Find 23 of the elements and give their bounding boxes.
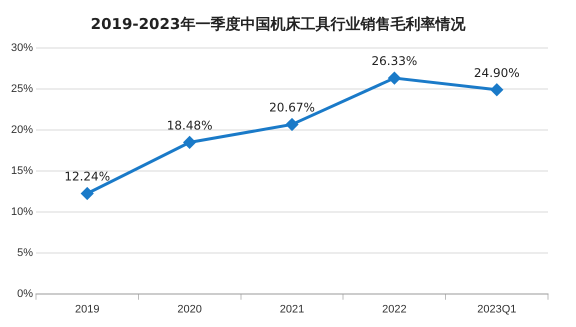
x-tick-label: 2023Q1 bbox=[477, 303, 516, 316]
point bbox=[184, 136, 196, 148]
x-tick-label: 2019 bbox=[74, 303, 100, 316]
y-tick-label: 0% bbox=[17, 288, 34, 300]
y-tick-label: 25% bbox=[10, 83, 34, 95]
chart-title: 2019-2023年一季度中国机床工具行业销售毛利率情况 bbox=[90, 14, 466, 33]
data-label: 18.48% bbox=[166, 118, 212, 133]
y-tick-label: 5% bbox=[17, 246, 34, 259]
x-tick-label: 2022 bbox=[382, 303, 407, 316]
data-label: 20.67% bbox=[269, 100, 315, 115]
x-tick-label: 2021 bbox=[280, 303, 304, 316]
y-tick-label: 15% bbox=[10, 164, 34, 177]
point bbox=[81, 188, 94, 200]
data-label: 26.33% bbox=[372, 54, 418, 68]
data-label: 12.24% bbox=[64, 170, 110, 184]
data-label: 24.90% bbox=[474, 66, 520, 80]
y-tick-label: 30% bbox=[10, 42, 34, 54]
y-tick-label: 20% bbox=[10, 124, 34, 136]
point bbox=[388, 72, 400, 84]
x-tick-label: 2020 bbox=[177, 303, 202, 316]
point bbox=[490, 84, 503, 96]
y-tick-label: 10% bbox=[10, 206, 34, 218]
point bbox=[286, 118, 298, 130]
